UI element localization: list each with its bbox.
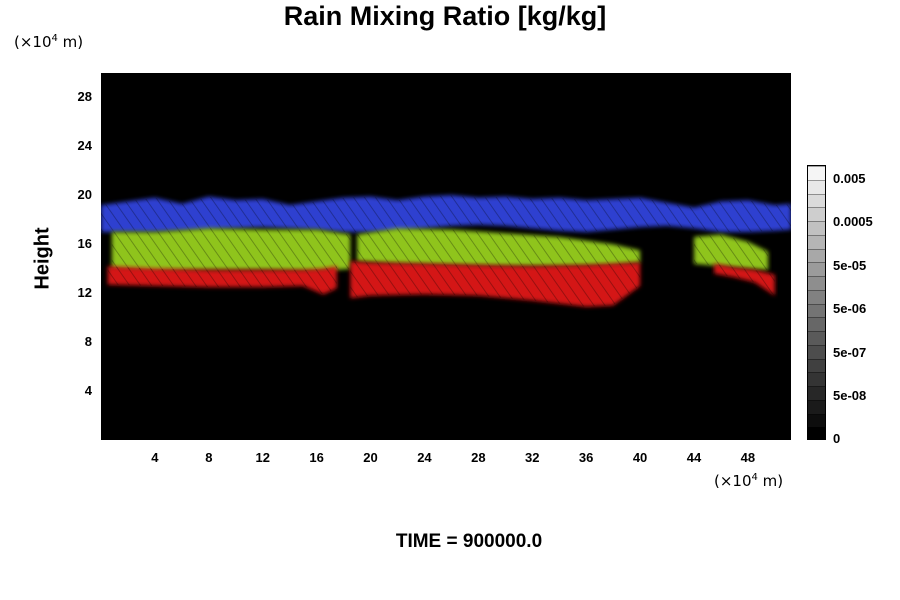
colorbar-segment [808, 331, 825, 346]
colorbar-segment [808, 358, 825, 373]
y-unit-suffix: m) [57, 33, 84, 51]
chart-title: Rain Mixing Ratio [kg/kg] [283, 1, 607, 31]
x-unit-exponent: 4 [751, 472, 758, 483]
x-tick-label: 8 [205, 450, 213, 465]
colorbar-label: 5e-08 [833, 388, 867, 403]
colorbar-segment [808, 427, 825, 439]
y-tick-label: 20 [77, 187, 92, 203]
x-tick-label: 24 [417, 450, 432, 465]
middle-band-texture [357, 228, 641, 267]
y-tick-label: 8 [84, 334, 92, 350]
colorbar-label: 5e-05 [833, 258, 867, 273]
colorbar-segment [808, 166, 825, 181]
colorbar-segment [808, 399, 825, 414]
y-tick-label: 12 [77, 285, 92, 301]
colorbar-segment [808, 317, 825, 332]
y-axis-unit: (×104 m) [14, 33, 83, 51]
plot-area [101, 73, 791, 440]
x-tick-label: 48 [740, 450, 756, 465]
colorbar-label: 0.0005 [833, 214, 873, 229]
x-tick-label: 20 [363, 450, 378, 465]
y-tick-label: 16 [77, 236, 92, 252]
y-tick-label: 28 [77, 89, 92, 105]
middle-band-texture [694, 234, 769, 270]
y-tick-label: 24 [77, 138, 92, 154]
colorbar-segment [808, 193, 825, 208]
colorbar-label: 0 [833, 431, 841, 446]
x-tick-label: 44 [686, 450, 702, 465]
bottom-band-texture [350, 261, 641, 307]
colorbar-segment [808, 207, 825, 222]
colorbar-segment [808, 221, 825, 236]
colorbar-label: 5e-06 [833, 301, 867, 316]
colorbar-segment [808, 372, 825, 387]
time-value: 900000.0 [462, 531, 543, 552]
x-tick-label: 32 [525, 450, 540, 465]
colorbar [807, 165, 826, 440]
colorbar-segment [808, 289, 825, 304]
x-tick-label: 4 [151, 450, 159, 465]
x-axis-unit: (×104 m) [714, 472, 783, 490]
colorbar-label: 5e-07 [833, 345, 867, 360]
colorbar-segment [808, 344, 825, 359]
y-tick-label: 4 [84, 383, 92, 399]
x-unit-prefix: (×10 [714, 472, 752, 490]
heatmap-canvas [101, 195, 791, 307]
x-unit-suffix: m) [757, 472, 784, 490]
y-unit-exponent: 4 [51, 33, 58, 44]
colorbar-segment [808, 413, 825, 428]
bottom-band-texture [107, 266, 337, 295]
colorbar-segment [808, 386, 825, 401]
x-tick-label: 12 [255, 450, 270, 465]
colorbar-segment [808, 262, 825, 277]
colorbar-segment [808, 248, 825, 263]
colorbar-label: 0.005 [833, 171, 866, 186]
colorbar-segment [808, 303, 825, 318]
y-axis-label: Height [31, 227, 54, 290]
x-tick-label: 40 [632, 450, 648, 465]
x-tick-label: 16 [309, 450, 324, 465]
x-tick-label: 28 [471, 450, 486, 465]
bottom-band-texture [714, 263, 775, 296]
top-band-texture [101, 195, 791, 232]
x-tick-label: 36 [578, 450, 594, 465]
middle-band-texture [111, 228, 351, 272]
colorbar-segment [808, 179, 825, 194]
y-unit-prefix: (×10 [14, 33, 52, 51]
colorbar-segment [808, 276, 825, 291]
time-label: TIME = [395, 531, 458, 552]
time-readout: TIME = 900000.0 [0, 531, 900, 553]
colorbar-segment [808, 234, 825, 249]
